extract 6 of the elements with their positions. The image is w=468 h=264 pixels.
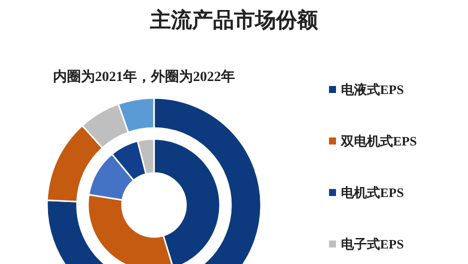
legend-label: 电液式EPS: [341, 82, 404, 97]
legend-label: 电机式EPS: [341, 185, 404, 200]
chart-subtitle: 内圈为2021年，外圈为2022年: [53, 69, 235, 85]
chart-title: 主流产品市场份额: [149, 8, 319, 32]
legend-label: 电子式EPS: [341, 236, 404, 252]
legend-label: 双电机式EPS: [340, 134, 417, 148]
